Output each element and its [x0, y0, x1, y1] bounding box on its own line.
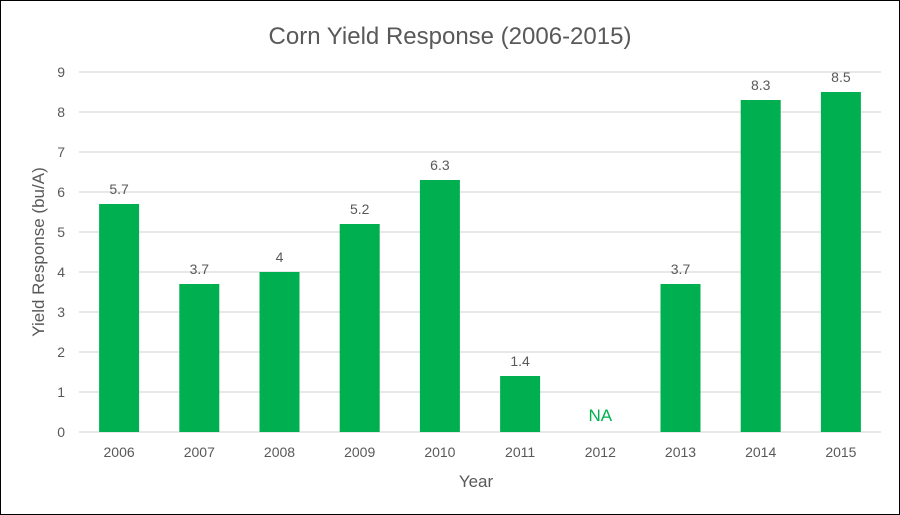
bar-2010: [419, 180, 460, 432]
bar-2013: [660, 284, 701, 432]
data-label: 6.3: [430, 157, 450, 173]
data-label: 4: [276, 249, 284, 265]
y-tick-label: 3: [57, 304, 65, 320]
data-label: 8.3: [751, 77, 771, 93]
x-tick-label: 2015: [825, 444, 856, 460]
x-tick-label: 2006: [104, 444, 135, 460]
x-tick-label: 2007: [184, 444, 215, 460]
data-label: 5.2: [350, 201, 370, 217]
bar-2009: [339, 224, 380, 432]
y-tick-label: 9: [57, 64, 65, 80]
y-axis-label: Yield Response (bu/A): [29, 167, 48, 336]
x-tick-label: 2010: [424, 444, 455, 460]
bar-2011: [500, 376, 541, 432]
x-tick-label: 2014: [745, 444, 776, 460]
y-tick-label: 4: [57, 264, 65, 280]
y-tick-label: 0: [57, 424, 65, 440]
bar-2006: [99, 204, 140, 432]
y-tick-label: 5: [57, 224, 65, 240]
x-tick-label: 2013: [665, 444, 696, 460]
bar-2015: [820, 92, 861, 432]
data-label: 1.4: [510, 353, 530, 369]
y-tick-label: 7: [57, 144, 65, 160]
x-tick-label: 2011: [505, 444, 535, 460]
bar-2008: [259, 272, 300, 432]
data-label: 8.5: [831, 69, 851, 85]
chart-title: Corn Yield Response (2006-2015): [269, 23, 632, 50]
data-label: 5.7: [109, 181, 129, 197]
x-axis-label: Year: [459, 472, 494, 491]
y-tick-label: 2: [57, 344, 65, 360]
bar-2014: [740, 100, 781, 432]
y-tick-label: 1: [57, 384, 65, 400]
data-label: 3.7: [190, 261, 210, 277]
y-tick-label: 8: [57, 104, 65, 120]
x-tick-label: 2012: [585, 444, 616, 460]
na-label: NA: [588, 406, 612, 425]
x-tick-label: 2008: [264, 444, 295, 460]
data-label: 3.7: [671, 261, 691, 277]
bar-2007: [179, 284, 220, 432]
y-tick-label: 6: [57, 184, 65, 200]
x-tick-label: 2009: [344, 444, 375, 460]
